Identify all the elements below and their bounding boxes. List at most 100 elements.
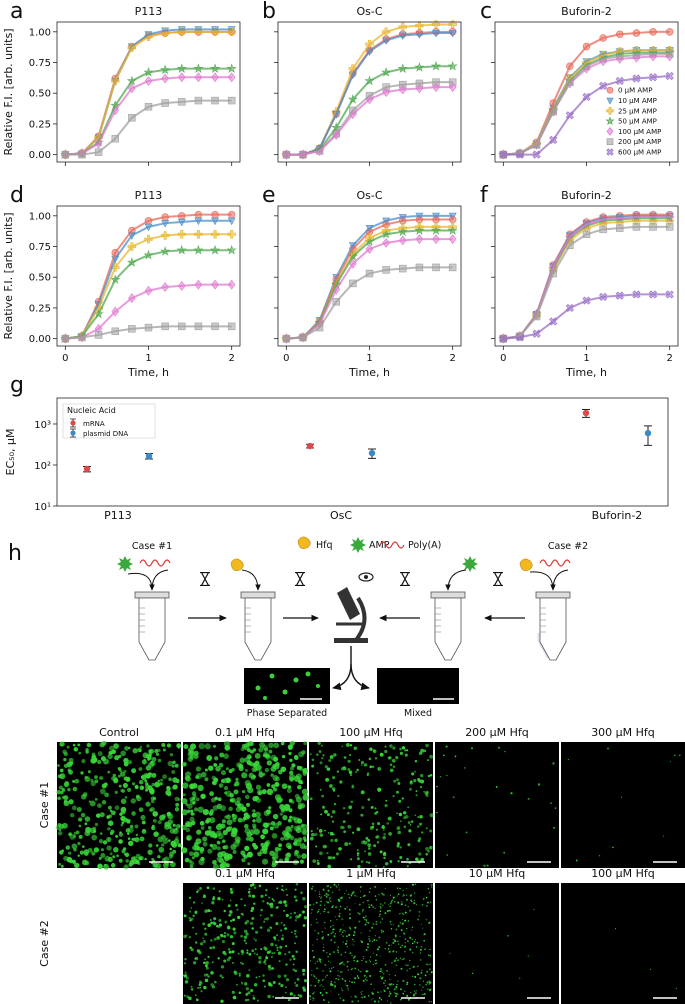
tube xyxy=(135,592,169,660)
amp-icon xyxy=(462,556,478,572)
fit-line xyxy=(65,76,232,156)
legend-label: 25 µM AMP xyxy=(618,107,657,115)
column-title: 100 µM Hfq xyxy=(339,726,403,739)
fit-line xyxy=(503,52,670,156)
point xyxy=(368,449,376,457)
legend-label: 600 µM AMP xyxy=(618,149,661,157)
x-tick-label: 1 xyxy=(583,353,589,364)
droplets xyxy=(183,882,308,1003)
chart-title: Buforin-2 xyxy=(561,5,612,18)
chart-title: Os-C xyxy=(356,189,382,202)
outcome-label: Mixed xyxy=(404,708,432,719)
plot-frame xyxy=(277,21,462,163)
droplets xyxy=(567,747,681,862)
point xyxy=(306,442,314,450)
fit-line xyxy=(286,23,453,156)
fit-line xyxy=(286,86,453,156)
arrow xyxy=(332,646,352,691)
panel-letter: e xyxy=(262,183,276,208)
y-tick-label: 1.00 xyxy=(29,27,51,38)
fit-line xyxy=(503,219,670,340)
marker xyxy=(227,279,236,290)
x-tick-label: 0 xyxy=(62,353,68,364)
chart-title: P113 xyxy=(135,5,163,18)
y-tick-label: 0.50 xyxy=(29,89,51,100)
hfq-icon xyxy=(519,558,533,571)
marker xyxy=(448,82,457,93)
droplets xyxy=(181,740,309,870)
droplets xyxy=(309,883,433,1004)
polya-icon xyxy=(379,541,405,549)
legend-label: 100 µM AMP xyxy=(618,128,661,136)
thumb-droplets xyxy=(255,671,320,700)
chart-title: Os-C xyxy=(356,5,382,18)
y-tick-label: 0.75 xyxy=(29,242,51,253)
microscope xyxy=(334,572,374,643)
chart-title: P113 xyxy=(135,189,163,202)
marker xyxy=(606,138,614,146)
y-tick-label: 10¹ xyxy=(34,502,51,513)
panel-letter: h xyxy=(8,541,22,566)
panel-h: h Hfq AMP Poly(A) Case #1 Case #2 xyxy=(8,536,588,719)
point xyxy=(83,465,91,473)
fit-line xyxy=(286,238,453,340)
column-title: 0.1 µM Hfq xyxy=(215,867,275,880)
marker xyxy=(606,97,614,105)
legend-label: 10 µM AMP xyxy=(618,97,657,105)
y-tick-label: 0.75 xyxy=(29,58,51,69)
x-tick-label: 1 xyxy=(366,353,372,364)
panel-letter: b xyxy=(262,0,276,24)
tube xyxy=(536,592,570,660)
y-tick-label: 10² xyxy=(34,461,51,472)
hfq-icon xyxy=(230,558,244,571)
case-label: Case #1 xyxy=(132,541,172,552)
marker xyxy=(227,72,236,83)
y-tick-label: 0.25 xyxy=(29,119,51,130)
marker xyxy=(606,86,614,94)
fit-line xyxy=(65,233,232,340)
panel-letter: g xyxy=(10,373,24,398)
panel-letter: a xyxy=(10,0,23,24)
hourglass xyxy=(295,573,305,586)
polya-icon xyxy=(139,559,171,567)
marker xyxy=(282,149,291,160)
plot-frame xyxy=(56,205,241,347)
fit-line xyxy=(65,249,232,340)
y-tick-label: 0.50 xyxy=(29,273,51,284)
hourglass xyxy=(200,573,210,586)
tube xyxy=(241,592,275,660)
marker xyxy=(448,234,457,245)
droplets xyxy=(436,745,557,867)
x-tick-label: Buforin-2 xyxy=(592,509,643,522)
fit-line xyxy=(65,99,232,156)
marker xyxy=(606,148,614,156)
chart-title: Buforin-2 xyxy=(561,189,612,202)
row-label: Case #1 xyxy=(38,782,51,829)
column-title: Control xyxy=(99,726,139,739)
y-tick-label: 10³ xyxy=(34,420,51,431)
fit-line xyxy=(65,30,232,156)
panel-letter: f xyxy=(480,183,489,208)
marker xyxy=(665,290,674,299)
micrograph-thumb xyxy=(377,668,459,704)
x-axis-label: Time, h xyxy=(565,366,607,379)
column-title: 200 µM Hfq xyxy=(465,726,529,739)
y-tick-label: 0.00 xyxy=(29,150,51,161)
micrograph xyxy=(309,742,433,868)
marker xyxy=(605,116,615,125)
plot-frame xyxy=(56,21,241,163)
column-title: 1 µM Hfq xyxy=(346,867,396,880)
fit-line xyxy=(503,225,670,340)
polya-icon xyxy=(539,559,571,567)
arrow xyxy=(445,569,467,591)
column-title: 300 µM Hfq xyxy=(591,726,655,739)
fit-line xyxy=(503,293,670,340)
legend-title: Nucleic Acid xyxy=(67,406,116,415)
fit-line xyxy=(65,283,232,340)
micrograph xyxy=(561,742,685,868)
fit-line xyxy=(65,28,232,156)
micrograph xyxy=(57,742,181,868)
x-tick-label: 2 xyxy=(228,353,234,364)
y-tick-label: 0.00 xyxy=(29,334,51,345)
plot-frame xyxy=(56,397,669,507)
